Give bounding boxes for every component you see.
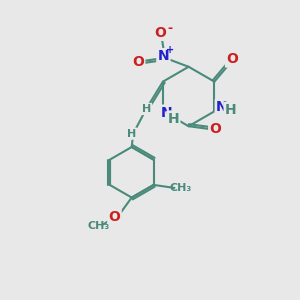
Text: O: O <box>109 210 120 224</box>
Text: N: N <box>161 106 172 120</box>
Text: H: H <box>167 112 179 126</box>
Text: CH₃: CH₃ <box>170 183 192 193</box>
Text: -: - <box>168 22 173 34</box>
Text: N: N <box>216 100 228 114</box>
Text: O: O <box>209 122 221 136</box>
Text: N: N <box>158 50 169 63</box>
Text: +: + <box>166 45 174 56</box>
Text: H: H <box>225 103 236 117</box>
Text: O: O <box>132 55 144 69</box>
Text: H: H <box>127 129 136 139</box>
Text: H: H <box>142 104 151 114</box>
Text: O: O <box>154 26 166 40</box>
Text: O: O <box>226 52 238 66</box>
Text: CH₃: CH₃ <box>88 221 110 231</box>
